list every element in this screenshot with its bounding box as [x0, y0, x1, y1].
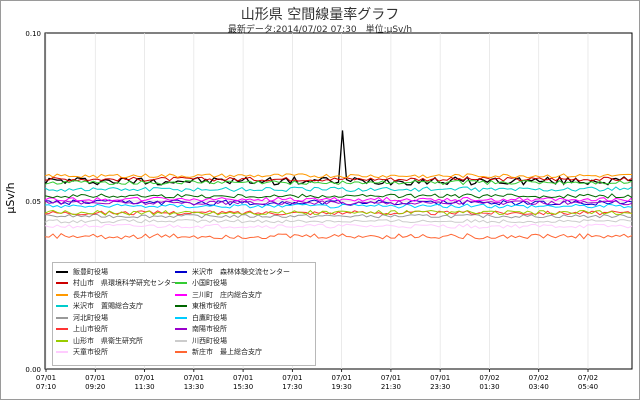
x-tick-date: 07/01 — [332, 374, 352, 382]
x-tick-date: 07/01 — [36, 374, 56, 382]
legend-label: 長井市役所 — [73, 290, 108, 299]
legend-item: 東根市役所 — [175, 301, 303, 313]
legend-label: 天童市役所 — [73, 348, 108, 357]
legend-swatch — [175, 293, 187, 296]
legend-swatch — [175, 316, 187, 319]
legend-swatch — [56, 270, 68, 273]
x-tick-date: 07/01 — [85, 374, 105, 382]
legend-swatch — [56, 339, 68, 342]
legend-item: 長井市役所 — [56, 289, 184, 301]
legend-item: 南陽市役所 — [175, 324, 303, 336]
y-tick-label: 0.00 — [25, 366, 41, 374]
legend-swatch — [56, 282, 68, 285]
series-line — [44, 130, 633, 186]
x-tick-time: 01:30 — [479, 383, 499, 391]
legend-item: 三川町 庄内総合支庁 — [175, 289, 303, 301]
x-tick-time: 03:40 — [529, 383, 549, 391]
legend-swatch — [175, 339, 187, 342]
legend-swatch — [175, 351, 187, 354]
x-tick-time: 15:30 — [233, 383, 253, 391]
x-tick-time: 05:40 — [578, 383, 598, 391]
x-tick-date: 07/01 — [233, 374, 253, 382]
x-tick-date: 07/01 — [134, 374, 154, 382]
series-line — [45, 176, 633, 182]
legend-swatch — [175, 305, 187, 308]
chart-title: 山形県 空間線量率グラフ — [240, 7, 400, 23]
x-tick-time: 21:30 — [381, 383, 401, 391]
series-line — [44, 223, 633, 229]
series-line — [44, 203, 633, 209]
legend-label: 三川町 庄内総合支庁 — [192, 290, 262, 299]
x-tick-date: 07/01 — [430, 374, 450, 382]
legend-label: 新庄市 最上総合支庁 — [192, 348, 262, 357]
legend-swatch — [56, 293, 68, 296]
legend-swatch — [56, 351, 68, 354]
legend-item: 河北町役場 — [56, 312, 184, 324]
legend-item: 村山市 県環境科学研究センター — [56, 278, 184, 290]
legend-item: 米沢市 置賜総合支庁 — [56, 301, 184, 313]
x-tick-date: 07/01 — [381, 374, 401, 382]
legend-column-right: 米沢市 森林体験交流センター 小国町役場三川町 庄内総合支庁 東根市役所白鷹町役場南… — [175, 266, 303, 358]
legend-label: 米沢市 森林体験交流センター — [192, 267, 290, 276]
series-line — [44, 173, 633, 179]
legend-item: 川西町役場 — [175, 335, 303, 347]
legend-item: 山形市 県衛生研究所 — [56, 335, 184, 347]
x-tick-date: 07/02 — [578, 374, 598, 382]
legend-label: 上山市役所 — [73, 325, 108, 334]
legend-item: 上山市役所 — [56, 324, 184, 336]
legend-swatch — [56, 305, 68, 308]
legend-swatch — [175, 270, 187, 273]
legend-label: 米沢市 置賜総合支庁 — [73, 302, 143, 311]
x-tick-time: 23:30 — [430, 383, 450, 391]
x-tick-time: 07:10 — [36, 383, 56, 391]
x-tick-date: 07/02 — [529, 374, 549, 382]
legend-label: 河北町役場 — [73, 313, 108, 322]
series-line — [44, 186, 633, 193]
legend-label: 川西町役場 — [192, 336, 227, 345]
legend-item: 米沢市 森林体験交流センター — [175, 266, 303, 278]
legend-column-left: 飯豊町役場村山市 県環境科学研究センター 長井市役所米沢市 置賜総合支庁 河北町役場… — [56, 266, 184, 358]
legend-swatch — [56, 316, 68, 319]
x-tick-time: 17:30 — [282, 383, 302, 391]
x-tick-date: 07/01 — [184, 374, 204, 382]
legend-label: 飯豊町役場 — [73, 267, 108, 276]
series-line — [44, 218, 633, 224]
y-tick-label: 0.05 — [25, 198, 41, 206]
legend-swatch — [56, 328, 68, 331]
legend-label: 小国町役場 — [192, 279, 227, 288]
series-lines — [44, 130, 633, 240]
chart-subtitle: 最新データ:2014/07/02 07:30 単位:μSv/h — [227, 25, 413, 35]
legend-item: 天童市役所 — [56, 347, 184, 359]
y-axis-ticks: 0.00 0.05 0.10 — [25, 30, 41, 374]
x-tick-time: 19:30 — [332, 383, 352, 391]
series-line — [44, 213, 633, 219]
y-tick-label: 0.10 — [25, 30, 41, 38]
series-line — [44, 209, 633, 216]
legend-item: 小国町役場 — [175, 278, 303, 290]
legend-label: 白鷹町役場 — [192, 313, 227, 322]
x-axis-ticks: 07/0107:1007/0109:2007/0111:3007/0113:30… — [36, 369, 598, 391]
legend-label: 東根市役所 — [192, 302, 227, 311]
series-line — [44, 179, 633, 186]
x-tick-date: 07/01 — [282, 374, 302, 382]
legend-item: 白鷹町役場 — [175, 312, 303, 324]
x-tick-date: 07/02 — [479, 374, 499, 382]
series-line — [44, 193, 633, 199]
legend-item: 新庄市 最上総合支庁 — [175, 347, 303, 359]
series-line — [44, 196, 633, 202]
chart-legend: 飯豊町役場村山市 県環境科学研究センター 長井市役所米沢市 置賜総合支庁 河北町役場… — [52, 262, 316, 366]
x-tick-time: 11:30 — [134, 383, 154, 391]
legend-label: 村山市 県環境科学研究センター — [73, 279, 178, 288]
series-line — [44, 233, 633, 240]
legend-swatch — [175, 282, 187, 285]
y-axis-label: μSv/h — [4, 182, 17, 213]
legend-swatch — [175, 328, 187, 331]
legend-item: 飯豊町役場 — [56, 266, 184, 278]
x-tick-time: 13:30 — [184, 383, 204, 391]
series-line — [44, 200, 633, 206]
legend-label: 南陽市役所 — [192, 325, 227, 334]
x-tick-time: 09:20 — [85, 383, 105, 391]
legend-label: 山形市 県衛生研究所 — [73, 336, 143, 345]
